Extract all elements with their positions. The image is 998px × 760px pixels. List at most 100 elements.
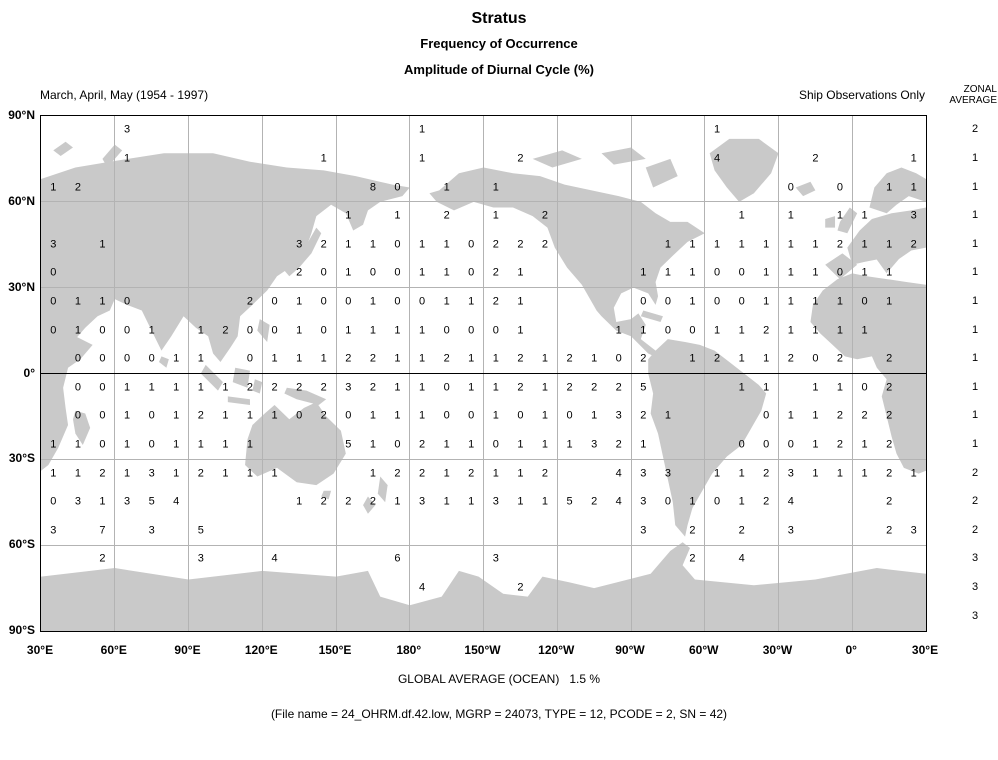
grid-value: 1 bbox=[689, 238, 696, 251]
landmass-africa-west bbox=[810, 273, 926, 474]
grid-value: 3 bbox=[296, 238, 303, 251]
grid-value: 1 bbox=[222, 381, 229, 394]
grid-value: 0 bbox=[787, 438, 794, 451]
grid-value: 0 bbox=[345, 409, 352, 422]
grid-value: 1 bbox=[369, 324, 376, 337]
grid-value: 4 bbox=[173, 495, 180, 508]
grid-value: 3 bbox=[123, 123, 131, 136]
grid-value: 0 bbox=[812, 352, 819, 365]
grid-value: 2 bbox=[320, 381, 327, 394]
grid-value: 1 bbox=[197, 438, 204, 451]
grid-value: 0 bbox=[123, 324, 131, 337]
zonal-average-value: 2 bbox=[971, 123, 979, 136]
grid-value: 0 bbox=[369, 266, 376, 279]
grid-value: 1 bbox=[418, 123, 426, 136]
grid-value: 1 bbox=[443, 467, 450, 480]
grid-value: 2 bbox=[246, 381, 254, 394]
grid-value: 3 bbox=[615, 409, 622, 422]
landmass-iceland bbox=[795, 181, 816, 197]
grid-value: 2 bbox=[591, 381, 598, 394]
grid-value: 1 bbox=[541, 495, 549, 508]
grid-value: 3 bbox=[640, 524, 647, 537]
grid-value: 1 bbox=[492, 409, 499, 422]
grid-value: 1 bbox=[492, 381, 499, 394]
lon-axis-label: 30°W bbox=[762, 643, 793, 657]
grid-value: 3 bbox=[50, 524, 57, 537]
zonal-average-value: 1 bbox=[971, 266, 979, 279]
grid-value: 1 bbox=[468, 352, 475, 365]
zonal-average-header-line1: ZONAL bbox=[963, 84, 997, 95]
grid-value: 1 bbox=[640, 324, 647, 337]
grid-value: 1 bbox=[591, 409, 598, 422]
landmass-cuba bbox=[640, 310, 663, 322]
grid-value: 1 bbox=[541, 381, 549, 394]
landmass-iberia bbox=[825, 253, 858, 280]
grid-value: 1 bbox=[418, 409, 426, 422]
grid-value: 6 bbox=[394, 552, 401, 565]
grid-value: 1 bbox=[591, 352, 598, 365]
grid-value: 1 bbox=[861, 438, 868, 451]
grid-value: 1 bbox=[836, 467, 844, 480]
landmass-baffin-island bbox=[645, 158, 678, 188]
grid-value: 2 bbox=[99, 552, 106, 565]
grid-value: 0 bbox=[861, 295, 868, 308]
landmass-australia bbox=[245, 402, 346, 486]
grid-value: 2 bbox=[468, 467, 475, 480]
zonal-average-value: 3 bbox=[971, 581, 979, 594]
grid-value: 0 bbox=[640, 295, 647, 308]
grid-value: 1 bbox=[787, 409, 794, 422]
grid-value: 2 bbox=[640, 352, 647, 365]
grid-value: 0 bbox=[468, 266, 475, 279]
grid-value: 0 bbox=[517, 409, 524, 422]
lat-axis-label: 30°N bbox=[8, 279, 35, 294]
grid-value: 0 bbox=[99, 381, 106, 394]
lat-axis-label: 30°S bbox=[8, 451, 35, 466]
grid-value: 2 bbox=[836, 438, 844, 451]
grid-value: 1 bbox=[492, 352, 499, 365]
grid-value: 1 bbox=[886, 266, 893, 279]
lon-axis-label: 90°E bbox=[174, 643, 201, 657]
grid-value: 0 bbox=[443, 409, 450, 422]
grid-value: 1 bbox=[369, 467, 376, 480]
grid-value: 2 bbox=[910, 238, 917, 251]
grid-value: 3 bbox=[492, 495, 499, 508]
grid-value: 2 bbox=[197, 409, 204, 422]
grid-value: 0 bbox=[394, 266, 401, 279]
grid-value: 3 bbox=[50, 238, 57, 251]
grid-value: 1 bbox=[713, 238, 721, 251]
zonal-average-value: 1 bbox=[971, 180, 979, 193]
grid-value: 1 bbox=[738, 495, 745, 508]
grid-value: 2 bbox=[886, 467, 893, 480]
grid-value: 1 bbox=[50, 181, 57, 194]
grid-value: 3 bbox=[640, 495, 647, 508]
grid-value: 1 bbox=[836, 324, 844, 337]
grid-value: 2 bbox=[369, 352, 376, 365]
landmass-java bbox=[227, 396, 250, 405]
grid-value: 1 bbox=[861, 467, 868, 480]
grid-value: 1 bbox=[640, 266, 647, 279]
grid-value: 1 bbox=[713, 324, 721, 337]
landmass-ireland bbox=[825, 216, 836, 228]
grid-value: 1 bbox=[418, 352, 426, 365]
grid-value: 1 bbox=[640, 438, 647, 451]
grid-value: 1 bbox=[468, 295, 475, 308]
grid-value: 1 bbox=[910, 181, 917, 194]
grid-value: 2 bbox=[787, 352, 794, 365]
grid-value: 2 bbox=[566, 381, 573, 394]
grid-value: 3 bbox=[910, 209, 917, 222]
grid-value: 2 bbox=[689, 524, 696, 537]
grid-value: 3 bbox=[910, 524, 917, 537]
grid-value: 5 bbox=[345, 438, 352, 451]
zonal-average-value: 1 bbox=[971, 151, 979, 164]
lon-axis-label: 120°W bbox=[538, 643, 575, 657]
grid-value: 2 bbox=[296, 266, 303, 279]
landmass-sulawesi bbox=[252, 379, 263, 394]
grid-value: 1 bbox=[517, 295, 524, 308]
grid-value: 0 bbox=[468, 238, 475, 251]
grid-value: 1 bbox=[517, 467, 524, 480]
grid-value: 0 bbox=[394, 295, 401, 308]
grid-value: 1 bbox=[99, 295, 106, 308]
grid-value: 2 bbox=[812, 152, 819, 165]
grid-value: 0 bbox=[345, 295, 352, 308]
